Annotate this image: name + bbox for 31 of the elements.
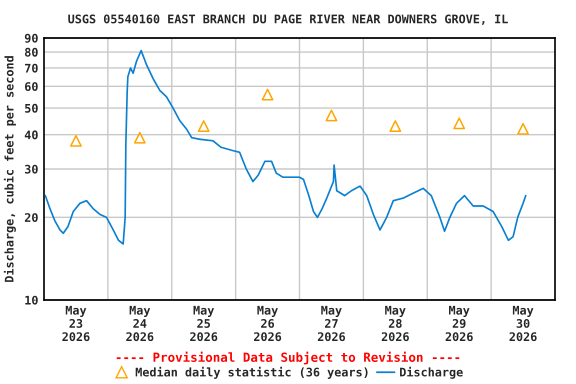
point bbox=[70, 134, 82, 147]
y-tick-label: 50 bbox=[25, 104, 38, 113]
y-axis-title: Discharge, cubic feet per second bbox=[4, 56, 16, 282]
point bbox=[134, 132, 146, 144]
y-tick-label: 60 bbox=[24, 82, 38, 92]
point bbox=[389, 120, 402, 132]
x-tick-label: May 29 2026 bbox=[446, 306, 473, 342]
x-tick-label: May 24 2026 bbox=[126, 306, 154, 342]
x-tick-label: May 23 2026 bbox=[62, 306, 90, 342]
point bbox=[517, 122, 529, 135]
y-tick-label: 10 bbox=[25, 296, 38, 305]
point bbox=[198, 120, 210, 132]
y-tick-label: 30 bbox=[24, 164, 38, 174]
x-tick-label: May 27 2026 bbox=[318, 306, 346, 342]
x-tick-label: May 28 2026 bbox=[382, 306, 409, 342]
point bbox=[262, 88, 274, 100]
legend-label: Discharge bbox=[400, 366, 463, 379]
point bbox=[453, 117, 466, 130]
y-tick-label: 90 bbox=[24, 34, 38, 43]
x-tick-label: May 26 2026 bbox=[254, 306, 282, 342]
line-series bbox=[44, 50, 527, 245]
y-tick-label: 80 bbox=[24, 48, 38, 57]
legend-label: Median daily statistic (36 years) bbox=[136, 366, 368, 379]
y-tick-label: 70 bbox=[25, 64, 38, 73]
x-tick-label: May 25 2026 bbox=[190, 306, 218, 342]
chart-title: USGS 05540160 EAST BRANCH DU PAGE RIVER NEAR DOWNERS GROVE, IL bbox=[68, 14, 508, 25]
y-tick-label: 20 bbox=[24, 213, 38, 222]
point bbox=[326, 110, 338, 122]
y-tick-label: 40 bbox=[24, 130, 38, 140]
text: ---- Provisional Data Subject to Revision ---- bbox=[116, 352, 460, 364]
x-tick-label: May 30 2026 bbox=[510, 306, 537, 342]
